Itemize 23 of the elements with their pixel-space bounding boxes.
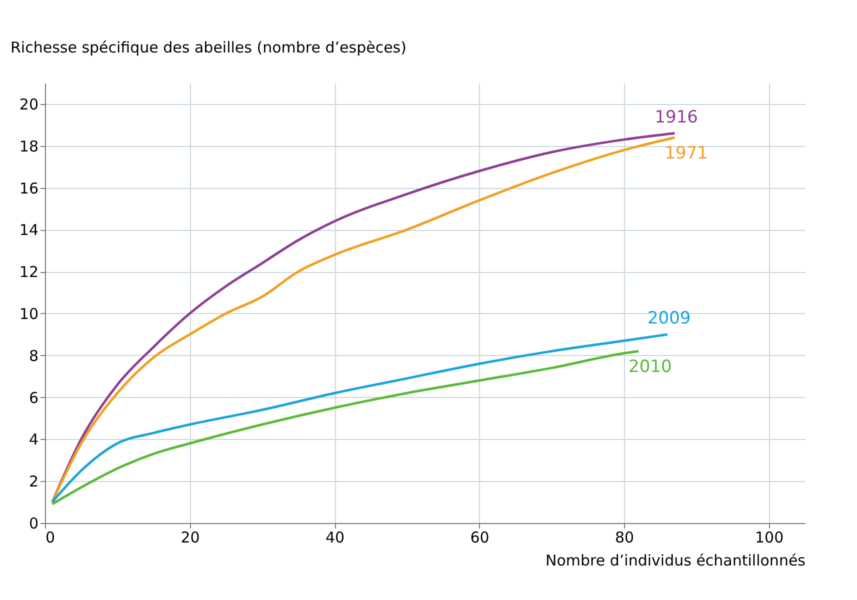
y-tick-label: 18 [19, 137, 38, 156]
y-axis-title: Richesse spécifique des abeilles (nombre d’espèces) [10, 38, 406, 56]
x-axis-title: Nombre d’individus échantillonnés [546, 552, 806, 570]
y-tick-label: 20 [19, 95, 38, 114]
y-tick-label: 0 [28, 514, 38, 532]
x-tick-label: 100 [754, 528, 784, 546]
x-tick-label: 80 [615, 528, 634, 546]
x-tick-label: 40 [325, 528, 345, 546]
y-tick-label: 8 [28, 346, 38, 365]
x-tick-label: 20 [180, 528, 200, 546]
series-label: 2010 [628, 357, 672, 378]
series-label: 1916 [654, 107, 698, 128]
series-label: 2009 [647, 308, 691, 328]
y-tick-label: 14 [19, 221, 38, 240]
x-tick-label: 0 [46, 528, 56, 546]
x-tick-label: 60 [470, 528, 490, 546]
y-tick-label: 12 [19, 263, 38, 282]
y-tick-label: 10 [19, 304, 38, 323]
series-label: 1971 [664, 143, 708, 164]
y-tick-label: 6 [28, 388, 38, 407]
y-tick-label: 4 [28, 430, 38, 449]
y-tick-label: 16 [19, 179, 38, 198]
y-tick-label: 2 [28, 472, 38, 491]
